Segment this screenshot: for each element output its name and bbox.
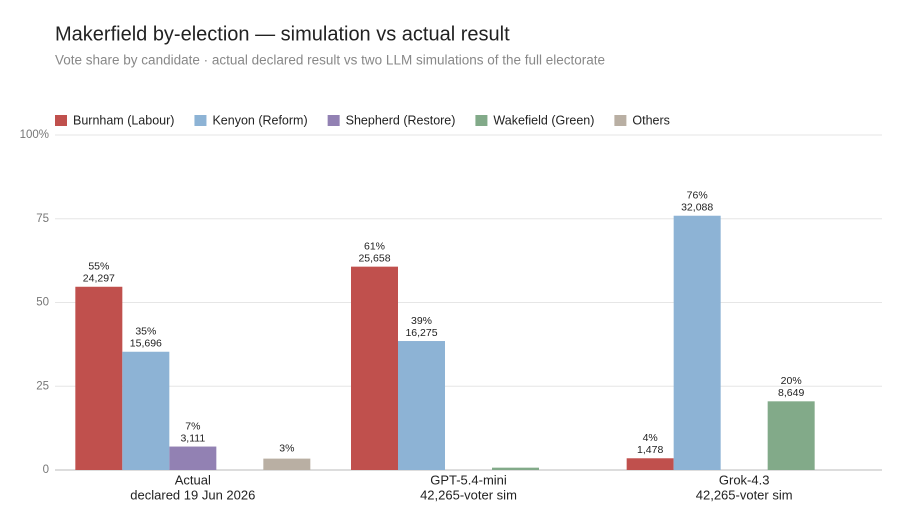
count-label: 25,658 <box>358 252 390 264</box>
value-label: 7% <box>185 420 200 432</box>
y-tick-label: 100% <box>20 129 49 141</box>
x-tick-sublabel: 42,265-voter sim <box>420 487 517 502</box>
legend-swatch <box>327 115 340 126</box>
legend-label: Others <box>632 113 670 127</box>
bar <box>169 446 217 470</box>
bar <box>626 458 674 470</box>
x-tick-sublabel: declared 19 Jun 2026 <box>130 487 255 502</box>
count-label: 16,275 <box>405 327 437 339</box>
x-tick-label: Grok-4.3 <box>719 472 770 487</box>
count-label: 8,649 <box>778 387 804 399</box>
y-tick-label: 75 <box>36 213 49 225</box>
count-label: 1,478 <box>637 444 663 456</box>
bar <box>122 351 170 470</box>
legend-swatch <box>475 115 488 126</box>
bar <box>398 341 445 470</box>
count-label: 3,111 <box>180 432 205 444</box>
value-label: 76% <box>687 190 708 202</box>
x-tick-sublabel: 42,265-voter sim <box>696 487 793 502</box>
chart-title: Makerfield by-election — simulation vs a… <box>55 23 510 45</box>
value-label: 35% <box>135 326 156 338</box>
legend-swatch <box>55 115 67 126</box>
y-tick-label: 0 <box>43 464 49 476</box>
count-label: 32,088 <box>681 202 713 214</box>
legend-swatch <box>194 115 207 126</box>
x-tick-label: GPT-5.4-mini <box>430 472 507 487</box>
bar <box>492 467 539 470</box>
legend-label: Kenyon (Reform) <box>212 113 307 127</box>
bar <box>75 286 123 470</box>
bar <box>351 266 398 470</box>
bar <box>263 458 311 470</box>
bar <box>767 401 815 470</box>
legend-label: Shepherd (Restore) <box>346 113 456 127</box>
y-tick-label: 25 <box>36 380 49 392</box>
legend-label: Burnham (Labour) <box>73 113 174 127</box>
value-label: 4% <box>643 432 658 444</box>
count-label: 15,696 <box>130 338 162 350</box>
value-label: 55% <box>88 261 109 273</box>
value-label: 61% <box>364 240 385 252</box>
chart-subtitle: Vote share by candidate · actual declare… <box>55 53 605 68</box>
legend-label: Wakefield (Green) <box>493 113 594 127</box>
value-label: 20% <box>781 375 802 387</box>
bar <box>673 215 721 470</box>
x-tick-label: Actual <box>175 472 211 487</box>
legend-swatch <box>614 115 627 126</box>
value-label: 39% <box>411 315 432 327</box>
count-label: 24,297 <box>83 273 115 285</box>
y-tick-label: 50 <box>36 297 49 309</box>
value-label: 3% <box>279 442 294 454</box>
